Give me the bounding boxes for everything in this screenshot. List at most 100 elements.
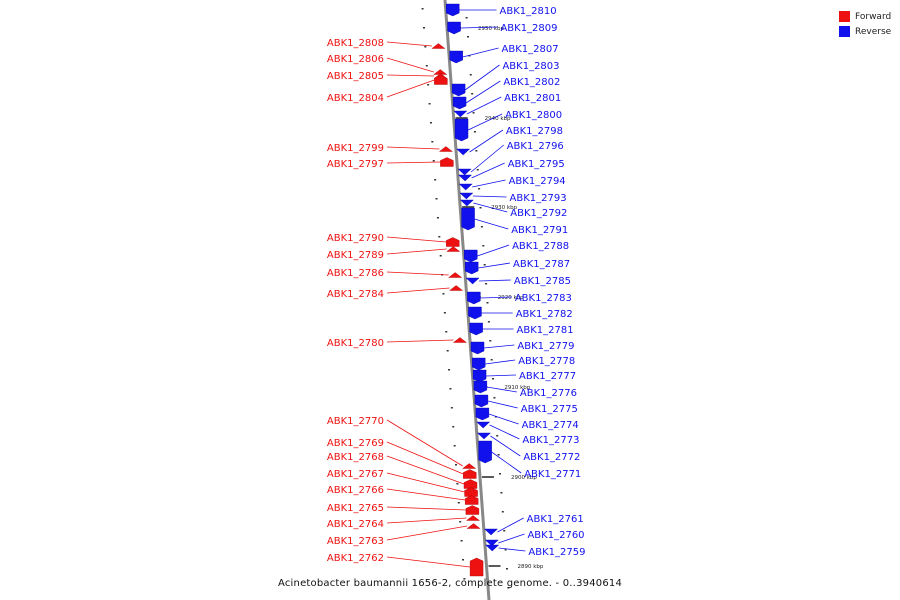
forward-gene-label: ABK1_2768 (327, 452, 384, 463)
tick-mark (473, 131, 476, 133)
tick-mark (422, 27, 425, 29)
forward-gene-label: ABK1_2763 (327, 536, 384, 547)
reverse-gene-arrow (471, 357, 486, 371)
forward-gene-arrow (434, 75, 448, 85)
forward-gene-label: ABK1_2770 (327, 416, 384, 427)
reverse-gene-label: ABK1_2782 (516, 309, 573, 320)
reverse-gene-label: ABK1_2801 (504, 93, 561, 104)
tick-mark (456, 483, 459, 485)
reverse-gene-leader (486, 374, 517, 377)
reverse-gene-leader (465, 80, 501, 104)
tick-mark (438, 236, 441, 238)
genome-backbone (443, 0, 491, 600)
reverse-gene-label: ABK1_2810 (500, 6, 557, 17)
tick-mark (503, 530, 506, 532)
tick-mark (493, 397, 496, 399)
forward-gene-arrow (464, 487, 478, 497)
reverse-gene-label: ABK1_2802 (503, 77, 560, 88)
reverse-gene-leader (472, 179, 506, 188)
reverse-gene-leader (469, 129, 504, 153)
tick-mark (427, 84, 430, 86)
tick-mark (452, 426, 455, 428)
reverse-gene-leader (491, 451, 522, 474)
forward-gene-label: ABK1_2805 (327, 71, 384, 82)
scale-label: 2920 kbp (498, 295, 524, 301)
forward-gene-label: ABK1_2766 (327, 485, 384, 496)
forward-gene-leader (386, 79, 435, 98)
reverse-gene-leader (466, 96, 502, 115)
tick-mark (428, 103, 431, 105)
forward-gene-label: ABK1_2789 (327, 250, 384, 261)
tick-mark (499, 473, 502, 475)
reverse-gene-arrow (472, 369, 487, 383)
reverse-gene-arrow (446, 3, 460, 17)
forward-gene-leader (386, 57, 434, 73)
tick-mark (507, 587, 510, 589)
forward-gene-arrow (440, 157, 454, 167)
forward-gene-arrow (452, 337, 468, 343)
forward-gene-label: ABK1_2786 (327, 268, 384, 279)
tick-mark (432, 160, 435, 162)
tick-mark (490, 359, 493, 361)
reverse-gene-arrow (458, 183, 473, 191)
forward-gene-label: ABK1_2767 (327, 469, 384, 480)
forward-gene-arrow (463, 479, 478, 489)
tick-mark (505, 568, 508, 570)
tick-mark (449, 388, 452, 390)
forward-gene-arrow (463, 469, 477, 479)
forward-gene-leader (386, 506, 466, 511)
tick-mark (504, 549, 507, 551)
tick-mark (429, 122, 432, 124)
tick-mark (453, 445, 456, 447)
reverse-gene-arrow (473, 380, 488, 394)
legend: Forward Reverse (839, 9, 891, 39)
reverse-gene-leader (498, 547, 526, 552)
reverse-gene-arrow (467, 291, 481, 305)
reverse-gene-arrow (454, 118, 469, 142)
tick-mark (435, 198, 438, 200)
reverse-gene-label: ABK1_2772 (523, 452, 580, 463)
tick-mark (421, 8, 424, 10)
reverse-gene-arrow (469, 322, 483, 336)
reverse-gene-arrow (475, 407, 490, 421)
forward-gene-label: ABK1_2806 (327, 54, 384, 65)
reverse-gene-arrow (453, 110, 468, 118)
reverse-gene-label: ABK1_2788 (512, 241, 569, 252)
reverse-gene-label: ABK1_2771 (524, 469, 581, 480)
reverse-gene-label: ABK1_2760 (527, 530, 584, 541)
reverse-gene-leader (473, 202, 508, 213)
reverse-gene-leader (497, 517, 524, 533)
reverse-gene-label: ABK1_2798 (506, 126, 563, 137)
reverse-gene-leader (478, 262, 511, 269)
tick-mark (489, 340, 492, 342)
reverse-gene-arrow (449, 50, 463, 64)
reverse-gene-leader (483, 344, 515, 349)
reverse-gene-label: ABK1_2783 (515, 293, 572, 304)
tick-mark (479, 207, 482, 209)
reverse-gene-label: ABK1_2809 (500, 23, 557, 34)
tick-mark (424, 46, 427, 48)
reverse-gene-label: ABK1_2773 (522, 435, 579, 446)
forward-gene-leader (386, 248, 447, 255)
tick-mark (443, 312, 446, 314)
reverse-gene-arrow (457, 168, 472, 176)
reverse-gene-leader (487, 400, 518, 409)
scale-label: 2910 kbp (504, 385, 530, 391)
forward-gene-label: ABK1_2769 (327, 438, 384, 449)
forward-gene-label: ABK1_2784 (327, 289, 384, 300)
reverse-gene-label: ABK1_2791 (511, 225, 568, 236)
forward-gene-arrow (469, 557, 484, 577)
forward-gene-leader (386, 41, 432, 47)
forward-gene-arrow (466, 523, 481, 529)
reverse-gene-arrow (447, 21, 461, 35)
tick-mark (487, 321, 490, 323)
left-tick-marks (421, 8, 466, 580)
legend-forward-label: Forward (855, 11, 892, 22)
forward-gene-label: ABK1_2764 (327, 519, 384, 530)
forward-gene-leader (386, 525, 468, 541)
forward-gene-label: ABK1_2762 (327, 553, 384, 564)
reverse-gene-label: ABK1_2807 (502, 44, 559, 55)
reverse-gene-leader (490, 435, 521, 457)
forward-gene-leader (386, 441, 464, 475)
reverse-gene-label: ABK1_2803 (502, 61, 559, 72)
